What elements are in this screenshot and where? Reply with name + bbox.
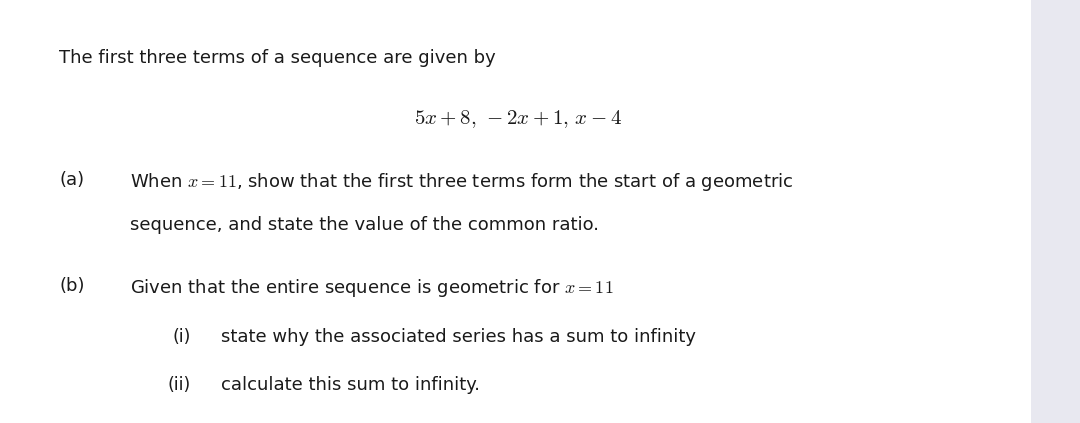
Text: (ii): (ii) [167, 376, 191, 395]
Text: The first three terms of a sequence are given by: The first three terms of a sequence are … [59, 49, 496, 67]
Text: (a): (a) [59, 171, 84, 190]
Text: $5x+8,\,-2x+1,\,x-4$: $5x+8,\,-2x+1,\,x-4$ [415, 108, 622, 130]
Text: (b): (b) [59, 277, 85, 295]
Text: When $x=11$, show that the first three terms form the start of a geometric: When $x=11$, show that the first three t… [130, 171, 793, 193]
Text: state why the associated series has a sum to infinity: state why the associated series has a su… [221, 328, 697, 346]
Text: (i): (i) [173, 328, 191, 346]
Text: calculate this sum to infinity.: calculate this sum to infinity. [221, 376, 481, 395]
Text: sequence, and state the value of the common ratio.: sequence, and state the value of the com… [130, 216, 598, 234]
Text: Given that the entire sequence is geometric for $x=11$: Given that the entire sequence is geomet… [130, 277, 613, 299]
